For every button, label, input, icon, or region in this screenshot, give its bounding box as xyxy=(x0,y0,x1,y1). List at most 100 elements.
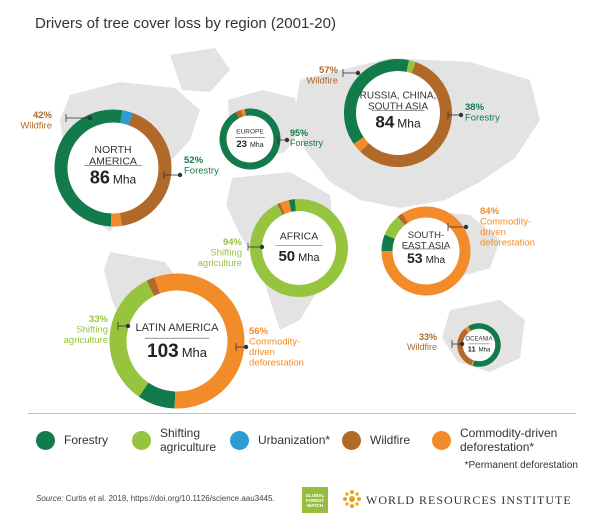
slice-north-america-commodity-driven xyxy=(110,212,122,227)
legend-item-forestry: Forestry xyxy=(36,420,108,460)
legend-item-commodity-driven: Commodity-driven deforestation* xyxy=(432,420,557,460)
slice-africa-forestry xyxy=(288,199,296,212)
callout-pct-europe-0: 95% xyxy=(290,128,308,138)
callout-north-america-wildfire: 42%Wildfire xyxy=(20,110,93,131)
legend-swatch-forestry xyxy=(36,430,55,450)
callout-latin-america-shifting-agriculture: 33%Shifting agriculture xyxy=(64,314,131,346)
callout-label-oceania-0: Wildfire xyxy=(407,342,437,352)
callout-label-russia-china-south-asia-0: Wildfire xyxy=(306,76,338,87)
wri-logo-icon xyxy=(343,490,361,508)
region-name-oceania: OCEANIA xyxy=(465,337,492,343)
slice-latin-america-commodity-driven xyxy=(154,273,245,409)
callout-pct-oceania-0: 33% xyxy=(419,332,437,342)
callout-pct-south-east-asia-0: 84% xyxy=(480,206,500,217)
legend-swatch-commodity-driven xyxy=(432,430,451,450)
callout-pct-latin-america-1: 56% xyxy=(249,326,269,337)
callout-russia-china-south-asia-wildfire: 57%Wildfire xyxy=(306,65,361,87)
slice-russia-china-south-asia-commodity-driven xyxy=(353,136,369,152)
callout-pct-russia-china-south-asia-0: 57% xyxy=(319,65,339,76)
legend-item-urbanization: Urbanization* xyxy=(230,420,330,460)
legend-swatch-wildfire xyxy=(342,430,361,450)
slice-latin-america-wildfire xyxy=(146,277,161,296)
wri-logo-text: WORLD RESOURCES INSTITUTE xyxy=(366,493,572,507)
source-prefix: Source: xyxy=(36,494,64,503)
donut-center-north-america xyxy=(67,122,159,214)
region-total-russia-china-south-asia: 84 Mha xyxy=(375,113,421,132)
callout-pct-north-america-0: 52% xyxy=(184,155,204,166)
source-text: Curtis et al. 2018, https://doi.org/10.1… xyxy=(63,494,275,503)
region-total-europe: 23 Mha xyxy=(236,139,263,150)
map-greenland xyxy=(170,48,230,92)
callout-label-latin-america-0: Shifting agriculture xyxy=(64,324,108,346)
slice-europe-wildfire xyxy=(235,109,244,119)
donut-center-south-east-asia xyxy=(392,217,460,285)
slice-south-east-asia-forestry xyxy=(381,234,395,252)
slice-south-east-asia-commodity-driven xyxy=(381,206,471,296)
region-total-south-east-asia: 53 Mha xyxy=(407,250,445,266)
legend-label-urbanization: Urbanization* xyxy=(258,433,331,447)
callout-russia-china-south-asia-forestry: 38%Forestry xyxy=(447,102,500,124)
legend-label-shifting-agriculture: Shifting agriculture xyxy=(160,426,217,454)
legend-label-wildfire: Wildfire xyxy=(370,433,411,447)
callout-europe-forestry: 95%Forestry xyxy=(277,128,324,148)
legend: Forestry Shifting agriculture Urbanization*… xyxy=(36,420,576,472)
slice-africa-wildfire xyxy=(277,202,285,215)
page-title: Drivers of tree cover loss by region (20… xyxy=(35,15,336,32)
donut-africa: AFRICA 50 Mha 94%Shifting agriculture xyxy=(198,199,348,297)
callout-south-east-asia-commodity-driven: 84%Commodity-driven deforestation xyxy=(447,206,535,248)
region-total-north-america: 86 Mha xyxy=(90,167,137,187)
legend-swatch-urbanization xyxy=(230,430,249,450)
permanent-deforestation-note: *Permanent deforestation xyxy=(464,460,578,471)
slice-oceania-wildfire xyxy=(457,328,474,366)
callout-africa-shifting-agriculture: 94%Shifting agriculture xyxy=(198,237,265,269)
callout-label-russia-china-south-asia-1: Forestry xyxy=(465,113,500,124)
slice-north-america-urbanization xyxy=(120,110,134,126)
donut-europe: EUROPE 23 Mha 95%Forestry xyxy=(219,108,324,170)
donut-latin-america: LATIN AMERICA 103 Mha 33%Shifting agricultur… xyxy=(64,273,304,409)
slice-north-america-forestry xyxy=(54,109,123,227)
slice-north-america-wildfire xyxy=(119,113,172,226)
slice-europe-forestry xyxy=(219,108,281,170)
donut-center-oceania xyxy=(462,328,496,362)
slice-europe-commodity-driven xyxy=(240,108,246,117)
region-name-europe: EUROPE xyxy=(236,129,264,136)
legend-item-shifting-agriculture: Shifting agriculture xyxy=(132,420,216,460)
slice-russia-china-south-asia-shifting-agriculture xyxy=(406,60,416,74)
source-citation: Source: Curtis et al. 2018, https://doi.… xyxy=(36,494,275,503)
region-name-latin-america: LATIN AMERICA xyxy=(136,322,220,334)
callout-label-south-east-asia-0: Commodity-driven deforestation xyxy=(480,216,535,248)
slice-africa-shifting-agriculture xyxy=(250,199,348,297)
donut-center-europe xyxy=(226,115,274,163)
global-forest-watch-logo: GLOBAL FOREST WATCH xyxy=(302,487,328,513)
slice-africa-commodity-driven xyxy=(280,200,292,214)
slice-latin-america-shifting-agriculture xyxy=(109,280,155,397)
legend-label-commodity-driven: Commodity-driven deforestation* xyxy=(460,426,558,454)
callout-pct-north-america-1: 42% xyxy=(33,110,53,121)
callout-label-africa-0: Shifting agriculture xyxy=(198,247,242,269)
region-name-africa: AFRICA xyxy=(280,231,319,243)
slice-latin-america-forestry xyxy=(138,382,176,409)
callout-label-north-america-0: Forestry xyxy=(184,165,219,176)
callout-pct-latin-america-0: 33% xyxy=(89,314,109,325)
donut-center-latin-america xyxy=(126,290,228,392)
region-name-north-america: NORTH AMERICA xyxy=(89,144,137,168)
callout-pct-russia-china-south-asia-1: 38% xyxy=(465,102,485,113)
slice-oceania-forestry xyxy=(468,323,501,367)
callout-pct-africa-0: 94% xyxy=(223,237,243,248)
region-total-latin-america: 103 Mha xyxy=(147,341,208,362)
legend-divider xyxy=(28,413,576,414)
callout-latin-america-commodity-driven: 56%Commodity-driven deforestation xyxy=(235,326,304,368)
donut-center-africa xyxy=(262,211,336,285)
callout-oceania-wildfire: 33%Wildfire xyxy=(407,332,465,352)
donut-center-russia-china-south-asia xyxy=(356,71,440,155)
region-total-oceania: 11 Mha xyxy=(468,344,491,353)
callout-label-north-america-1: Wildfire xyxy=(20,120,52,131)
slice-oceania-commodity-driven xyxy=(464,326,471,333)
slice-russia-china-south-asia-forestry xyxy=(344,59,410,144)
